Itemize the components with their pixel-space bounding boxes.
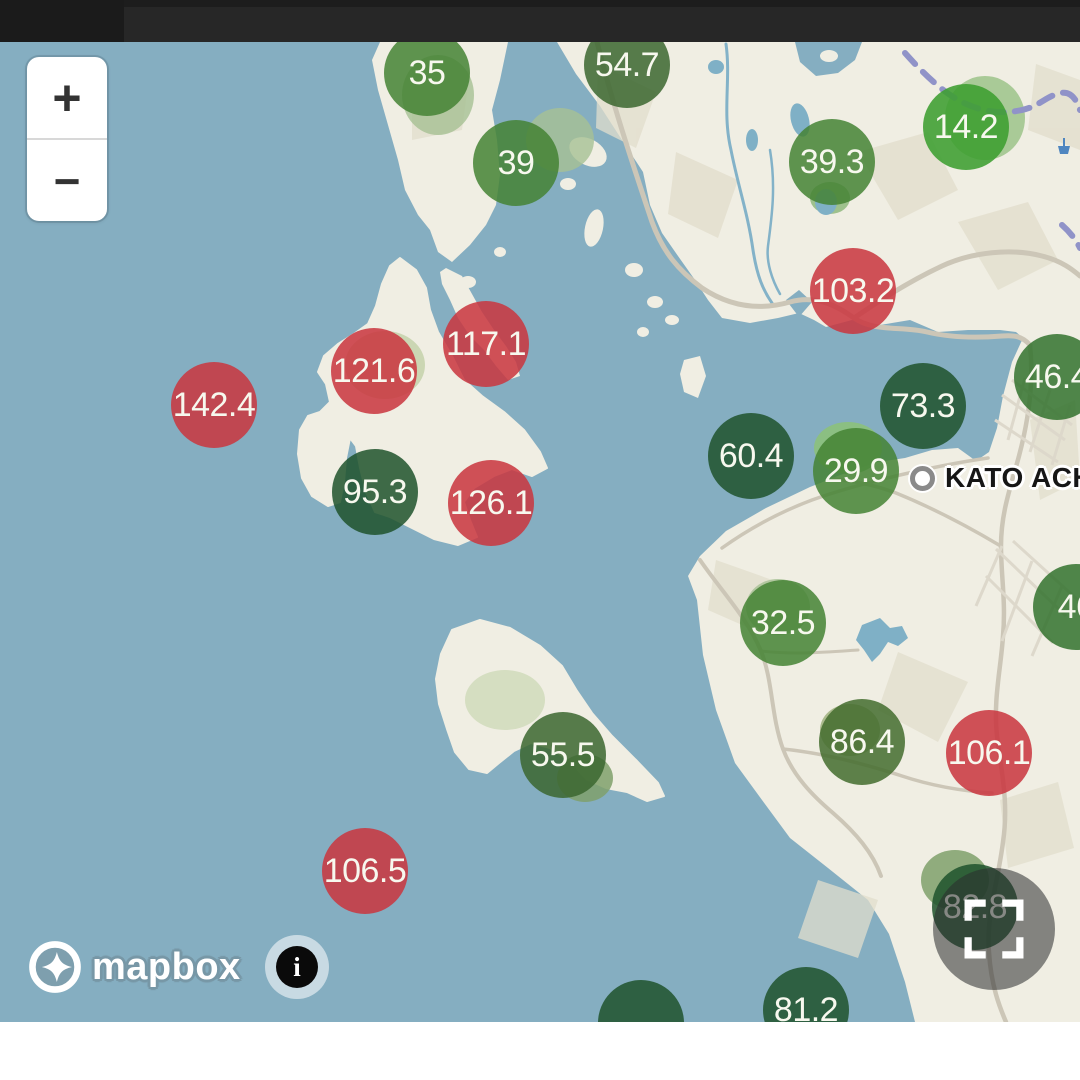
marker-value: 39 bbox=[497, 144, 535, 182]
marker-value: 54.7 bbox=[594, 46, 660, 84]
marker-value: 106.5 bbox=[323, 852, 407, 890]
map-marker[interactable]: 95.3 bbox=[332, 449, 418, 535]
map-canvas[interactable]: KATO ACH 35 54.7 14.2 39.3 39 103.2 117.1 121.6… bbox=[0, 42, 1080, 1022]
map-marker[interactable]: 73.3 bbox=[880, 363, 966, 449]
map-marker[interactable]: 121.6 bbox=[331, 328, 417, 414]
map-marker[interactable]: 86.4 bbox=[819, 699, 905, 785]
marker-value: 60.4 bbox=[718, 437, 784, 475]
map-marker[interactable]: 81.2 bbox=[763, 967, 849, 1022]
zoom-control: + − bbox=[27, 57, 107, 221]
marker-value: 103.2 bbox=[811, 272, 895, 310]
marker-value: 55.5 bbox=[530, 736, 596, 774]
map-marker[interactable]: 54.7 bbox=[584, 42, 670, 108]
map-marker[interactable]: 29.9 bbox=[813, 428, 899, 514]
marker-value: 14.2 bbox=[933, 108, 999, 146]
marker-value: 39.3 bbox=[799, 143, 865, 181]
status-bar-left-segment bbox=[0, 0, 124, 42]
marker-value: 73.3 bbox=[890, 387, 956, 425]
marker-value: 142.4 bbox=[172, 386, 256, 424]
marker-value: 121.6 bbox=[332, 352, 416, 390]
status-bar-top-strip bbox=[124, 0, 1080, 7]
map-marker[interactable]: 126.1 bbox=[448, 460, 534, 546]
map-marker[interactable]: 142.4 bbox=[171, 362, 257, 448]
bottom-bar bbox=[0, 1022, 1080, 1080]
mapbox-logo[interactable]: mapbox bbox=[24, 934, 241, 1000]
info-icon: i bbox=[276, 946, 318, 988]
marker-value: 32.5 bbox=[750, 604, 816, 642]
marker-value: 29.9 bbox=[823, 452, 889, 490]
marker-value: 46.4 bbox=[1024, 358, 1080, 396]
zoom-out-button[interactable]: − bbox=[27, 138, 107, 221]
marker-value: 106.1 bbox=[947, 734, 1031, 772]
zoom-in-button[interactable]: + bbox=[52, 69, 82, 126]
map-marker[interactable]: 103.2 bbox=[810, 248, 896, 334]
map-marker[interactable]: 106.1 bbox=[946, 710, 1032, 796]
attribution-info-button[interactable]: i bbox=[265, 935, 329, 999]
marker-value: 117.1 bbox=[445, 325, 527, 363]
corner-brackets-icon bbox=[964, 899, 1024, 959]
basemap-graphics bbox=[0, 42, 1080, 1022]
place-name: KATO ACH bbox=[945, 462, 1080, 493]
marker-value: 81.2 bbox=[773, 991, 839, 1022]
map-marker[interactable]: 60.4 bbox=[708, 413, 794, 499]
place-label-kato-achaia: KATO ACH bbox=[910, 462, 1080, 494]
mapbox-logo-text: mapbox bbox=[92, 945, 241, 988]
status-bar bbox=[0, 0, 1080, 42]
map-marker[interactable]: 106.5 bbox=[322, 828, 408, 914]
marker-value: 86.4 bbox=[829, 723, 895, 761]
map-marker[interactable]: 55.5 bbox=[520, 712, 606, 798]
locate-button[interactable] bbox=[933, 868, 1055, 990]
map-marker[interactable]: 39 bbox=[473, 120, 559, 206]
mapbox-logo-icon bbox=[29, 941, 81, 993]
map-marker[interactable]: 14.2 bbox=[923, 84, 1009, 170]
marker-value: 126.1 bbox=[449, 484, 533, 522]
map-marker[interactable]: 32.5 bbox=[740, 580, 826, 666]
map-marker[interactable]: 117.1 bbox=[443, 301, 529, 387]
marker-value: 95.3 bbox=[342, 473, 408, 511]
marker-value: 35 bbox=[408, 54, 446, 92]
map-marker[interactable]: 35 bbox=[384, 42, 470, 116]
map-marker[interactable]: 39.3 bbox=[789, 119, 875, 205]
place-dot-icon bbox=[910, 465, 935, 491]
map-marker[interactable]: 46.4 bbox=[1014, 334, 1080, 420]
marker-value: 46 bbox=[1057, 588, 1080, 626]
